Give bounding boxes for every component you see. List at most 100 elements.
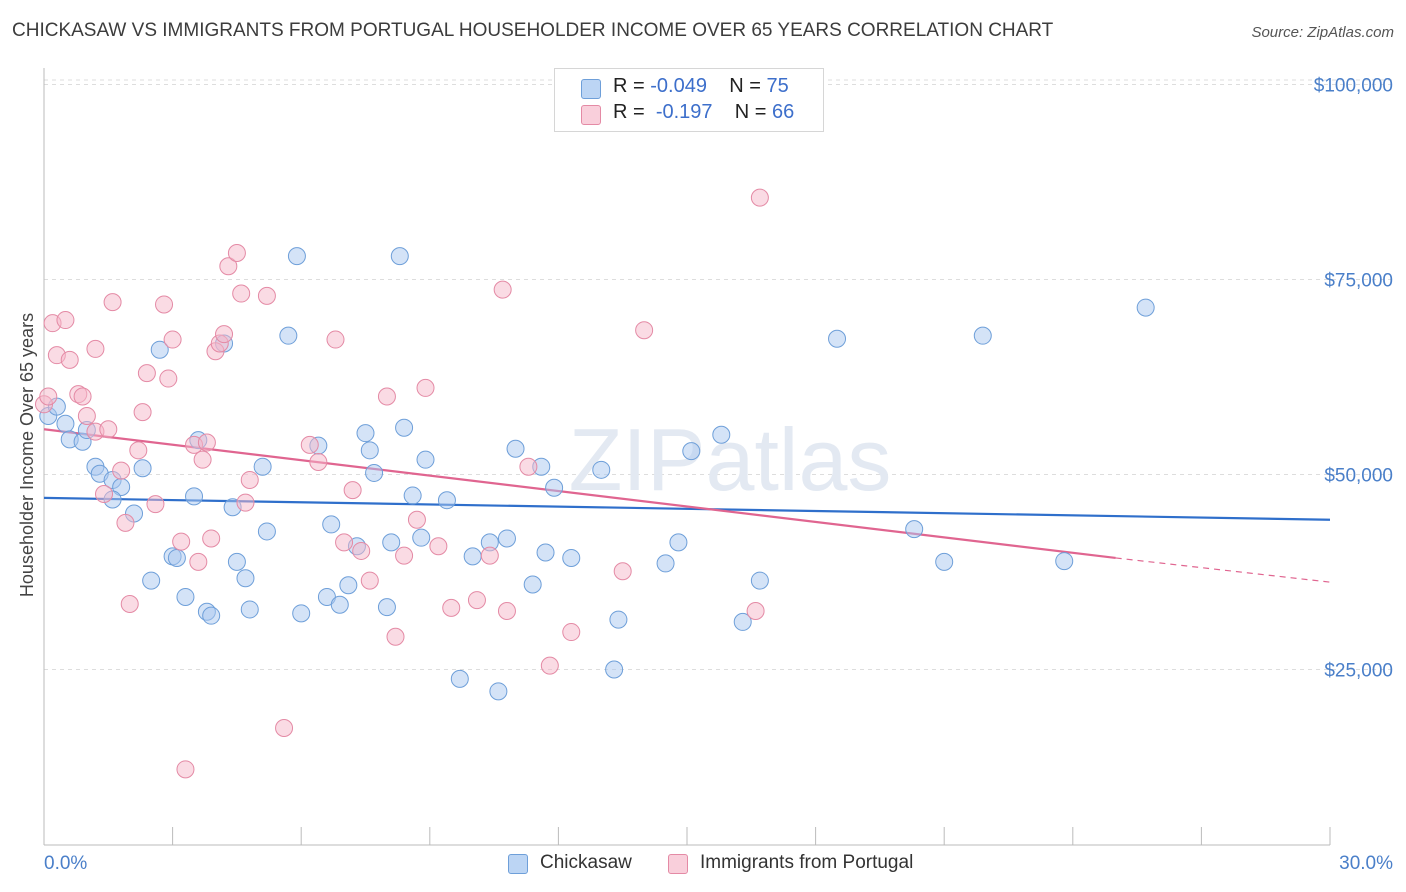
chickasaw-point	[150, 340, 169, 359]
portugal-point	[202, 529, 221, 548]
legend-n-value: 66	[772, 101, 795, 123]
portugal-point	[155, 295, 174, 314]
chickasaw-point	[1136, 298, 1155, 317]
chickasaw-point	[382, 533, 401, 552]
chickasaw-point	[416, 450, 435, 469]
portugal-trend-extension	[1115, 557, 1331, 583]
portugal-point	[189, 552, 208, 571]
chickasaw-point	[395, 418, 414, 437]
portugal-point	[236, 493, 255, 512]
chickasaw-point	[463, 547, 482, 566]
source-credit: Source: ZipAtlas.com	[1251, 24, 1394, 41]
chickasaw-point	[287, 247, 306, 266]
legend-swatch-blue	[508, 854, 528, 874]
portugal-point	[137, 364, 156, 383]
legend-n-label: N =	[729, 75, 761, 97]
legend-r-value: -0.197	[655, 101, 713, 123]
chickasaw-point	[240, 600, 259, 619]
portugal-point	[343, 481, 362, 500]
portugal-point	[116, 513, 135, 532]
portugal-point	[219, 257, 238, 276]
portugal-point	[99, 420, 118, 439]
chickasaw-point	[185, 487, 204, 506]
x-tick-label: 30.0%	[1339, 853, 1393, 874]
x-tick-label: 0.0%	[44, 853, 87, 874]
portugal-point	[95, 485, 114, 503]
portugal-point	[60, 350, 79, 369]
tick-labels: $25,000 $50,000 $75,000 $100,000 0.0% 30.0%	[44, 76, 1393, 875]
chickasaw-point	[973, 326, 992, 345]
chart-title: CHICKASAW VS IMMIGRANTS FROM PORTUGAL HO…	[12, 20, 1054, 41]
chickasaw-point	[236, 569, 255, 588]
portugal-point	[352, 541, 371, 560]
chickasaw-point	[712, 425, 731, 444]
portugal-point	[300, 435, 319, 454]
portugal-point	[275, 719, 294, 737]
portugal-point	[407, 510, 426, 529]
portugal-point	[163, 330, 182, 349]
chickasaw-point	[1055, 552, 1074, 571]
y-tick-label: $100,000	[1314, 76, 1393, 97]
chickasaw-point	[497, 529, 516, 548]
legend-r-value: -0.049	[650, 75, 707, 97]
portugal-point	[442, 598, 461, 617]
portugal-point	[429, 537, 448, 556]
axes	[43, 68, 1331, 846]
chickasaw-point	[390, 247, 409, 266]
chickasaw-point	[669, 533, 688, 552]
portugal-point	[240, 470, 259, 489]
portugal-point	[480, 546, 499, 565]
y-tick-label: $25,000	[1324, 661, 1393, 682]
portugal-point	[133, 403, 152, 422]
portugal-point	[519, 457, 538, 476]
portugal-point	[129, 441, 148, 460]
portugal-point	[215, 325, 234, 344]
chickasaw-point	[605, 660, 624, 679]
legend-n-label: N =	[734, 101, 767, 123]
chickasaw-point	[437, 491, 456, 510]
legend-label: Immigrants from Portugal	[700, 852, 914, 873]
portugal-point	[386, 627, 405, 646]
chickasaw-point	[562, 548, 581, 567]
chickasaw-point	[506, 439, 525, 458]
chickasaw-point	[142, 571, 161, 590]
portugal-point	[613, 562, 632, 581]
correlation-legend: R = -0.049 N = 75 R = -0.197 N = 66	[554, 68, 824, 132]
portugal-point	[77, 407, 96, 425]
y-axis-label: Householder Income Over 65 years	[17, 313, 37, 597]
y-tick-label: $75,000	[1324, 271, 1393, 292]
chickasaw-point	[403, 486, 422, 505]
portugal-point	[395, 546, 414, 565]
legend-n-value: 75	[766, 75, 789, 97]
chickasaw-point	[412, 528, 431, 547]
chickasaw-point	[450, 669, 469, 688]
portugal-point	[360, 571, 379, 590]
trend-lines	[43, 428, 1331, 583]
data-points	[35, 188, 1155, 779]
portugal-point	[746, 602, 765, 620]
portugal-point	[56, 311, 75, 330]
portugal-point	[326, 330, 345, 349]
chickasaw-point	[365, 463, 384, 482]
portugal-point	[635, 321, 654, 340]
chickasaw-point	[935, 552, 954, 571]
chickasaw-point	[609, 610, 628, 629]
portugal-point	[146, 495, 165, 514]
chickasaw-point	[656, 554, 675, 573]
chickasaw-point	[339, 576, 358, 595]
portugal-point	[86, 339, 105, 358]
portugal-point	[112, 461, 131, 480]
portugal-point	[562, 623, 581, 642]
legend-swatch-blue	[581, 79, 601, 99]
portugal-point	[159, 369, 178, 388]
portugal-point	[257, 286, 276, 305]
chickasaw-point	[227, 552, 246, 571]
portugal-point	[176, 760, 195, 779]
portugal-trend-line	[43, 428, 1116, 560]
portugal-point	[197, 433, 216, 452]
chickasaw-point	[828, 329, 847, 348]
portugal-point	[750, 188, 769, 207]
watermark: ZIPatlas	[569, 410, 892, 509]
chickasaw-point	[377, 598, 396, 617]
portugal-point	[416, 378, 435, 397]
